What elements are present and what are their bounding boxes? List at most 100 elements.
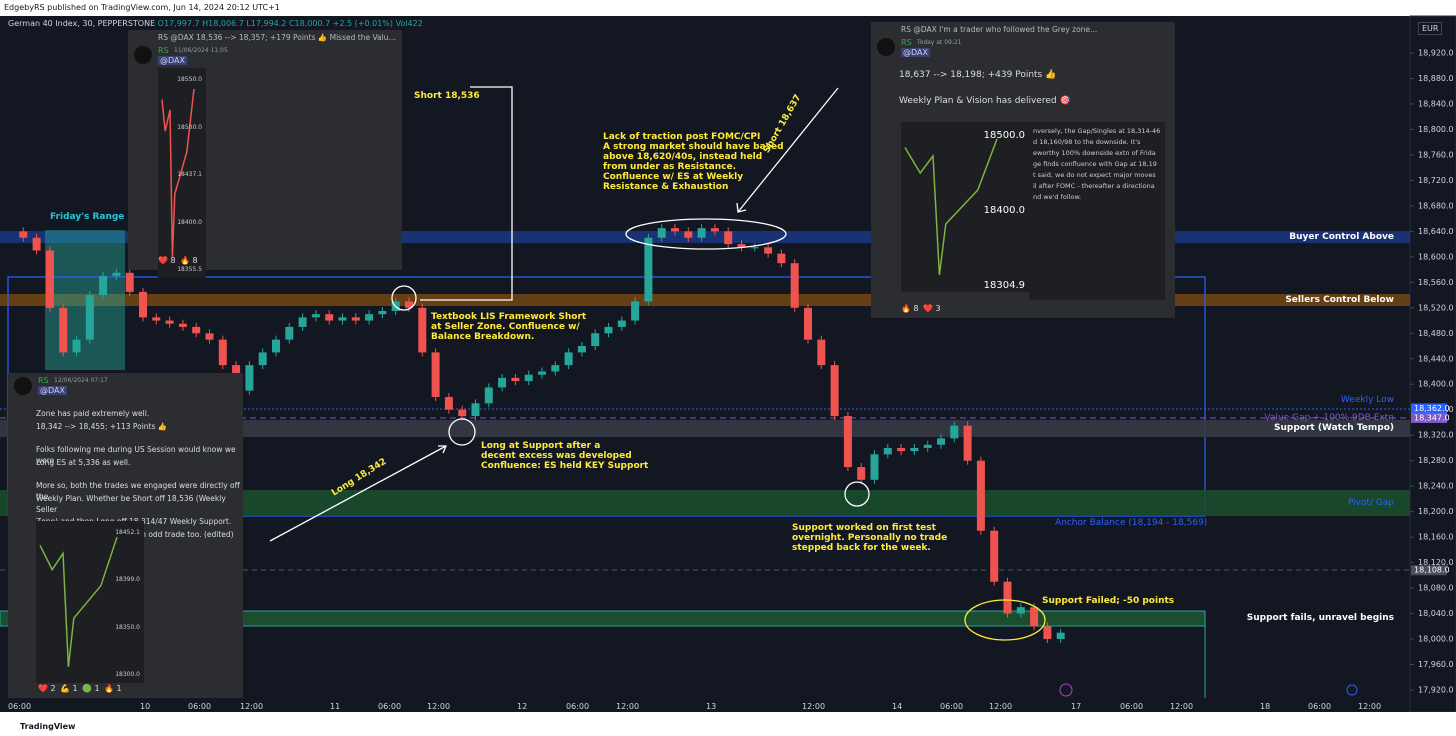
candle — [245, 365, 254, 391]
candle — [617, 320, 626, 327]
candle — [285, 326, 294, 340]
annotation-line: A strong market should have based — [603, 142, 784, 152]
price-tick-label: 18,400.0 — [1418, 380, 1454, 389]
candle — [684, 231, 693, 238]
annotation: Short 18,536 — [414, 91, 480, 101]
annotation: Lack of traction post FOMC/CPI A strong m… — [603, 132, 784, 192]
price-tick-label: 18,920.0 — [1418, 49, 1454, 58]
avatar — [14, 377, 32, 395]
candle — [897, 447, 906, 452]
price-tick-label: 18,160.0 — [1418, 533, 1454, 542]
publish-bar — [0, 0, 1456, 16]
candles — [19, 224, 1065, 644]
annotation-line: Balance Breakdown. — [431, 332, 535, 342]
candle — [458, 409, 467, 417]
candle — [963, 425, 972, 461]
annotation-line: overnight. Personally no trade — [792, 533, 948, 543]
mini-line — [39, 536, 118, 667]
candle — [152, 317, 161, 321]
ohlc: O17,997.7 H18,006.7 L17,994.2 C18,000.7 … — [157, 19, 394, 28]
mini-price-label: 18399.0 — [115, 576, 140, 584]
mini-price-label: 18355.5 — [177, 266, 202, 273]
candle — [777, 253, 786, 264]
price-tick-label: 17,920.0 — [1418, 686, 1454, 695]
mini-price-label: 18400.0 — [983, 205, 1025, 216]
message-line: 18,637 --> 18,198; +439 Points 👍 — [899, 70, 1057, 80]
time-label: 12:00 — [616, 702, 640, 711]
message-line: 18,342 --> 18,455; +113 Points 👍 — [36, 422, 168, 431]
candle — [937, 438, 945, 445]
reply-preview: RS @DAX I'm a trader who followed the Gr… — [901, 25, 1098, 34]
time-label: 06:00 — [566, 702, 590, 711]
price-tick-label: 18,880.0 — [1418, 74, 1454, 83]
time-label: 06:00 — [378, 702, 402, 711]
snippet-line: il after FOMC - thereafter a directiona — [1033, 182, 1155, 190]
symbol: German 40 Index, 30, PEPPERSTONE — [8, 19, 156, 28]
message-line: Weekly Plan. Whether be Short off 18,536… — [36, 494, 226, 514]
message-card: RS 12/06/2024 07:17 @DAX Zone has paid extr… — [8, 373, 243, 698]
annotation-line: Short 18,536 — [414, 91, 480, 101]
price-tick-label: 18,840.0 — [1418, 99, 1454, 108]
mini-price-label: 18500.0 — [983, 130, 1025, 141]
candle — [564, 352, 573, 366]
annotation-line: above 18,620/40s, instead held — [603, 152, 763, 162]
candle — [112, 272, 121, 276]
candle — [418, 307, 427, 353]
candle — [178, 323, 187, 327]
event-icon — [1346, 684, 1358, 696]
candle — [99, 275, 108, 296]
annotation-line: Lack of traction post FOMC/CPI — [603, 132, 761, 142]
price-tick-label: 17,960.0 — [1418, 660, 1454, 669]
price-tick-label: 18,520.0 — [1418, 303, 1454, 312]
time-label: 12 — [517, 702, 528, 711]
price-marker — [1411, 403, 1447, 414]
reaction: 🟢 1 — [82, 684, 100, 693]
candle — [950, 425, 959, 439]
publisher: EdgebyRS published on TradingView.com, J… — [4, 3, 280, 12]
candle — [471, 403, 480, 417]
candle — [192, 326, 201, 334]
price-tick-label: 18,320.0 — [1418, 431, 1454, 440]
avatar — [134, 46, 152, 64]
candle — [139, 291, 147, 318]
annotation-line: Confluence w/ ES at Weekly — [603, 172, 744, 182]
time-label: 12:00 — [989, 702, 1013, 711]
annotation: Textbook LIS Framework Short at Seller Zo… — [431, 312, 586, 342]
time-label: 12:00 — [240, 702, 264, 711]
zone-label: Value Gap + 100% 9DB Extn — [1264, 413, 1394, 423]
embedded-chart: 18550.0 18500.0 18437.1 18400.0 18355.5 — [158, 68, 206, 278]
time-label: 12:00 — [802, 702, 826, 711]
candle — [857, 467, 866, 480]
event-icon — [1059, 683, 1073, 697]
candle — [484, 387, 493, 404]
candle — [45, 250, 54, 308]
time-label: 12:00 — [1170, 702, 1194, 711]
annotation-line: Confluence: ES held KEY Support — [481, 461, 649, 471]
time-label: 14 — [892, 702, 903, 711]
reaction: ❤️ 8 — [158, 256, 176, 265]
seller-zone — [0, 294, 1410, 306]
annotation: Support Failed; -50 points — [1042, 596, 1174, 606]
zone-label: Support fails, unravel begins — [1246, 613, 1394, 623]
candle — [870, 454, 879, 480]
candle — [205, 333, 214, 340]
message-line: More so, both the trades we engaged were… — [36, 481, 240, 501]
annotation: Long at Support after a decent excess was… — [481, 441, 648, 471]
ellipse — [625, 218, 787, 250]
candle — [1003, 581, 1012, 614]
candle — [631, 301, 640, 321]
annotation-line: Resistance & Exhaustion — [603, 182, 729, 192]
symbol-line: German 40 Index, 30, PEPPERSTONE O17,997… — [8, 19, 423, 28]
message-line: Weekly Plan & Vision has delivered 🎯 — [899, 96, 1071, 106]
annotation-line: Long at Support after a — [481, 441, 601, 451]
footer-brand: TradingView — [20, 722, 76, 731]
candle — [365, 314, 374, 321]
candle — [577, 346, 586, 353]
mention: @DAX — [38, 386, 67, 395]
candle — [1016, 607, 1025, 614]
drawings — [269, 86, 1046, 641]
circle — [391, 285, 417, 311]
candle — [311, 314, 320, 318]
reaction: 🔥 8 — [180, 256, 198, 265]
candle — [511, 377, 520, 382]
